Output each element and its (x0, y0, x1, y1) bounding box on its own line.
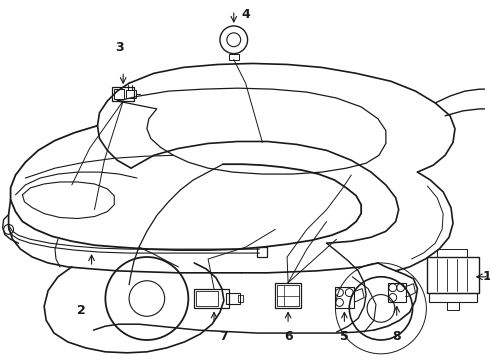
Bar (388, 283, 406, 302)
Text: 2: 2 (77, 304, 86, 317)
Bar (114, 89, 124, 99)
Text: 5: 5 (340, 329, 349, 342)
Bar (427, 257, 479, 293)
Bar (112, 87, 134, 101)
Text: 3: 3 (115, 41, 123, 54)
Text: 6: 6 (284, 329, 293, 342)
Bar (275, 283, 301, 309)
Text: 8: 8 (392, 329, 401, 342)
Bar (126, 90, 136, 98)
Bar (437, 249, 467, 257)
Bar (277, 285, 299, 306)
Bar (194, 289, 229, 309)
Bar (238, 294, 243, 302)
Bar (226, 293, 240, 305)
Bar (196, 291, 218, 306)
Bar (447, 302, 459, 310)
Bar (335, 287, 354, 309)
Text: 7: 7 (220, 329, 228, 342)
Text: 4: 4 (241, 8, 250, 21)
Bar (229, 54, 239, 59)
Text: 1: 1 (482, 270, 490, 283)
Bar (429, 293, 477, 302)
Bar (257, 247, 268, 257)
